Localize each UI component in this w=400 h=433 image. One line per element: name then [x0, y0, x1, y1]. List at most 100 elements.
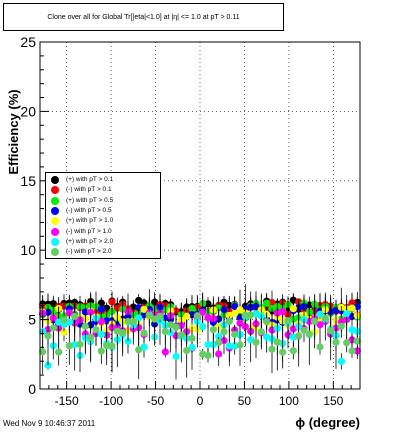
data-point — [108, 298, 116, 306]
data-point — [188, 304, 196, 313]
data-point — [183, 312, 191, 320]
data-point — [295, 332, 303, 340]
data-point — [97, 347, 105, 355]
data-point — [135, 346, 143, 354]
data-point — [215, 332, 223, 341]
data-point — [273, 338, 281, 346]
data-point — [316, 310, 324, 318]
data-point — [140, 329, 148, 337]
data-point — [60, 316, 68, 324]
y-tick-label-3: 15 — [20, 173, 36, 189]
legend-marker-4 — [51, 217, 59, 226]
data-point — [60, 328, 68, 336]
legend-marker-2 — [51, 196, 59, 205]
legend-label-2: (+) with pT > 0.5 — [66, 196, 114, 204]
data-point — [140, 305, 148, 313]
legend-marker-6 — [51, 237, 59, 246]
legend-entry-3: (-) with pT > 0.5 — [46, 206, 160, 216]
data-point — [337, 322, 345, 330]
data-point — [161, 348, 169, 356]
x-tick-label-3: 0 — [197, 394, 204, 408]
legend: (+) with pT > 0.1 (-) with pT > 0.1 (+) wi… — [45, 172, 161, 259]
data-point — [39, 348, 47, 356]
legend-entry-7: (-) with pT > 2.0 — [46, 247, 160, 257]
data-point — [87, 333, 95, 342]
data-point — [343, 310, 351, 318]
legend-label-7: (-) with pT > 2.0 — [66, 248, 112, 256]
legend-entry-0: (+) with pT > 0.1 — [46, 175, 160, 185]
data-point — [305, 330, 313, 338]
data-point — [103, 341, 111, 350]
data-point — [124, 317, 132, 326]
data-point — [44, 361, 52, 369]
y-tick-label-0: 0 — [28, 381, 36, 397]
data-point — [247, 336, 255, 344]
data-point — [119, 329, 127, 337]
data-point — [92, 326, 100, 334]
data-point — [343, 339, 351, 347]
data-point — [188, 334, 196, 342]
data-point — [289, 305, 297, 313]
legend-label-5: (-) with pT > 1.0 — [66, 227, 112, 235]
timestamp: Wed Nov 9 10:46:37 2011 — [3, 419, 96, 428]
data-point — [316, 321, 324, 329]
legend-label-6: (+) with pT > 2.0 — [66, 237, 114, 245]
data-point — [87, 308, 95, 316]
data-point — [321, 314, 329, 322]
data-point — [236, 319, 244, 327]
data-point — [300, 326, 308, 334]
legend-entry-6: (+) with pT > 2.0 — [46, 237, 160, 247]
data-point — [199, 323, 207, 331]
data-point — [76, 340, 84, 348]
data-point — [348, 299, 356, 307]
data-point — [215, 350, 223, 358]
data-point — [279, 348, 287, 356]
data-point — [327, 327, 335, 335]
x-tick-label-0: -150 — [55, 394, 79, 408]
data-point — [49, 324, 57, 332]
legend-marker-1 — [51, 186, 59, 195]
data-point — [279, 308, 287, 316]
series-7 — [39, 284, 361, 379]
y-axis-label: Efficiency (%) — [6, 89, 21, 174]
data-point — [247, 311, 255, 319]
data-point — [129, 318, 137, 326]
data-point — [268, 298, 276, 307]
data-point — [55, 348, 63, 356]
data-point — [172, 352, 180, 360]
legend-marker-5 — [51, 227, 59, 236]
x-tick-label-6: 150 — [323, 394, 343, 408]
legend-label-0: (+) with pT > 0.1 — [66, 176, 114, 183]
data-point — [81, 322, 89, 331]
data-point — [151, 315, 159, 323]
y-tick-label-4: 20 — [20, 103, 36, 119]
legend-entry-4: (+) with pT > 1.0 — [46, 216, 160, 226]
data-point — [348, 347, 356, 355]
data-point — [252, 338, 260, 346]
legend-label-4: (+) with pT > 1.0 — [66, 217, 114, 225]
data-point — [204, 341, 212, 349]
data-point — [231, 342, 239, 350]
axes: -150 -100 -50 0 50 100 150 0 5 10 15 20 25 — [20, 34, 361, 408]
data-point — [225, 342, 233, 350]
data-point — [71, 312, 79, 320]
data-point — [188, 343, 196, 351]
y-tick-label-1: 5 — [28, 312, 36, 328]
data-point — [353, 337, 361, 345]
legend-label-1: (-) with pT > 0.1 — [66, 186, 112, 194]
x-tick-label-4: 50 — [238, 394, 252, 408]
data-point — [225, 317, 233, 326]
x-tick-label-2: -50 — [147, 394, 165, 408]
data-point — [257, 328, 265, 336]
data-point — [140, 343, 148, 351]
data-point — [65, 342, 73, 350]
legend-label-3: (-) with pT > 0.5 — [66, 206, 112, 214]
data-point — [231, 302, 239, 311]
legend-marker-7 — [51, 248, 59, 257]
data-point — [177, 331, 185, 339]
x-axis-label: ϕ (degree) — [295, 415, 360, 430]
data-point — [215, 338, 223, 347]
data-point — [263, 299, 271, 307]
